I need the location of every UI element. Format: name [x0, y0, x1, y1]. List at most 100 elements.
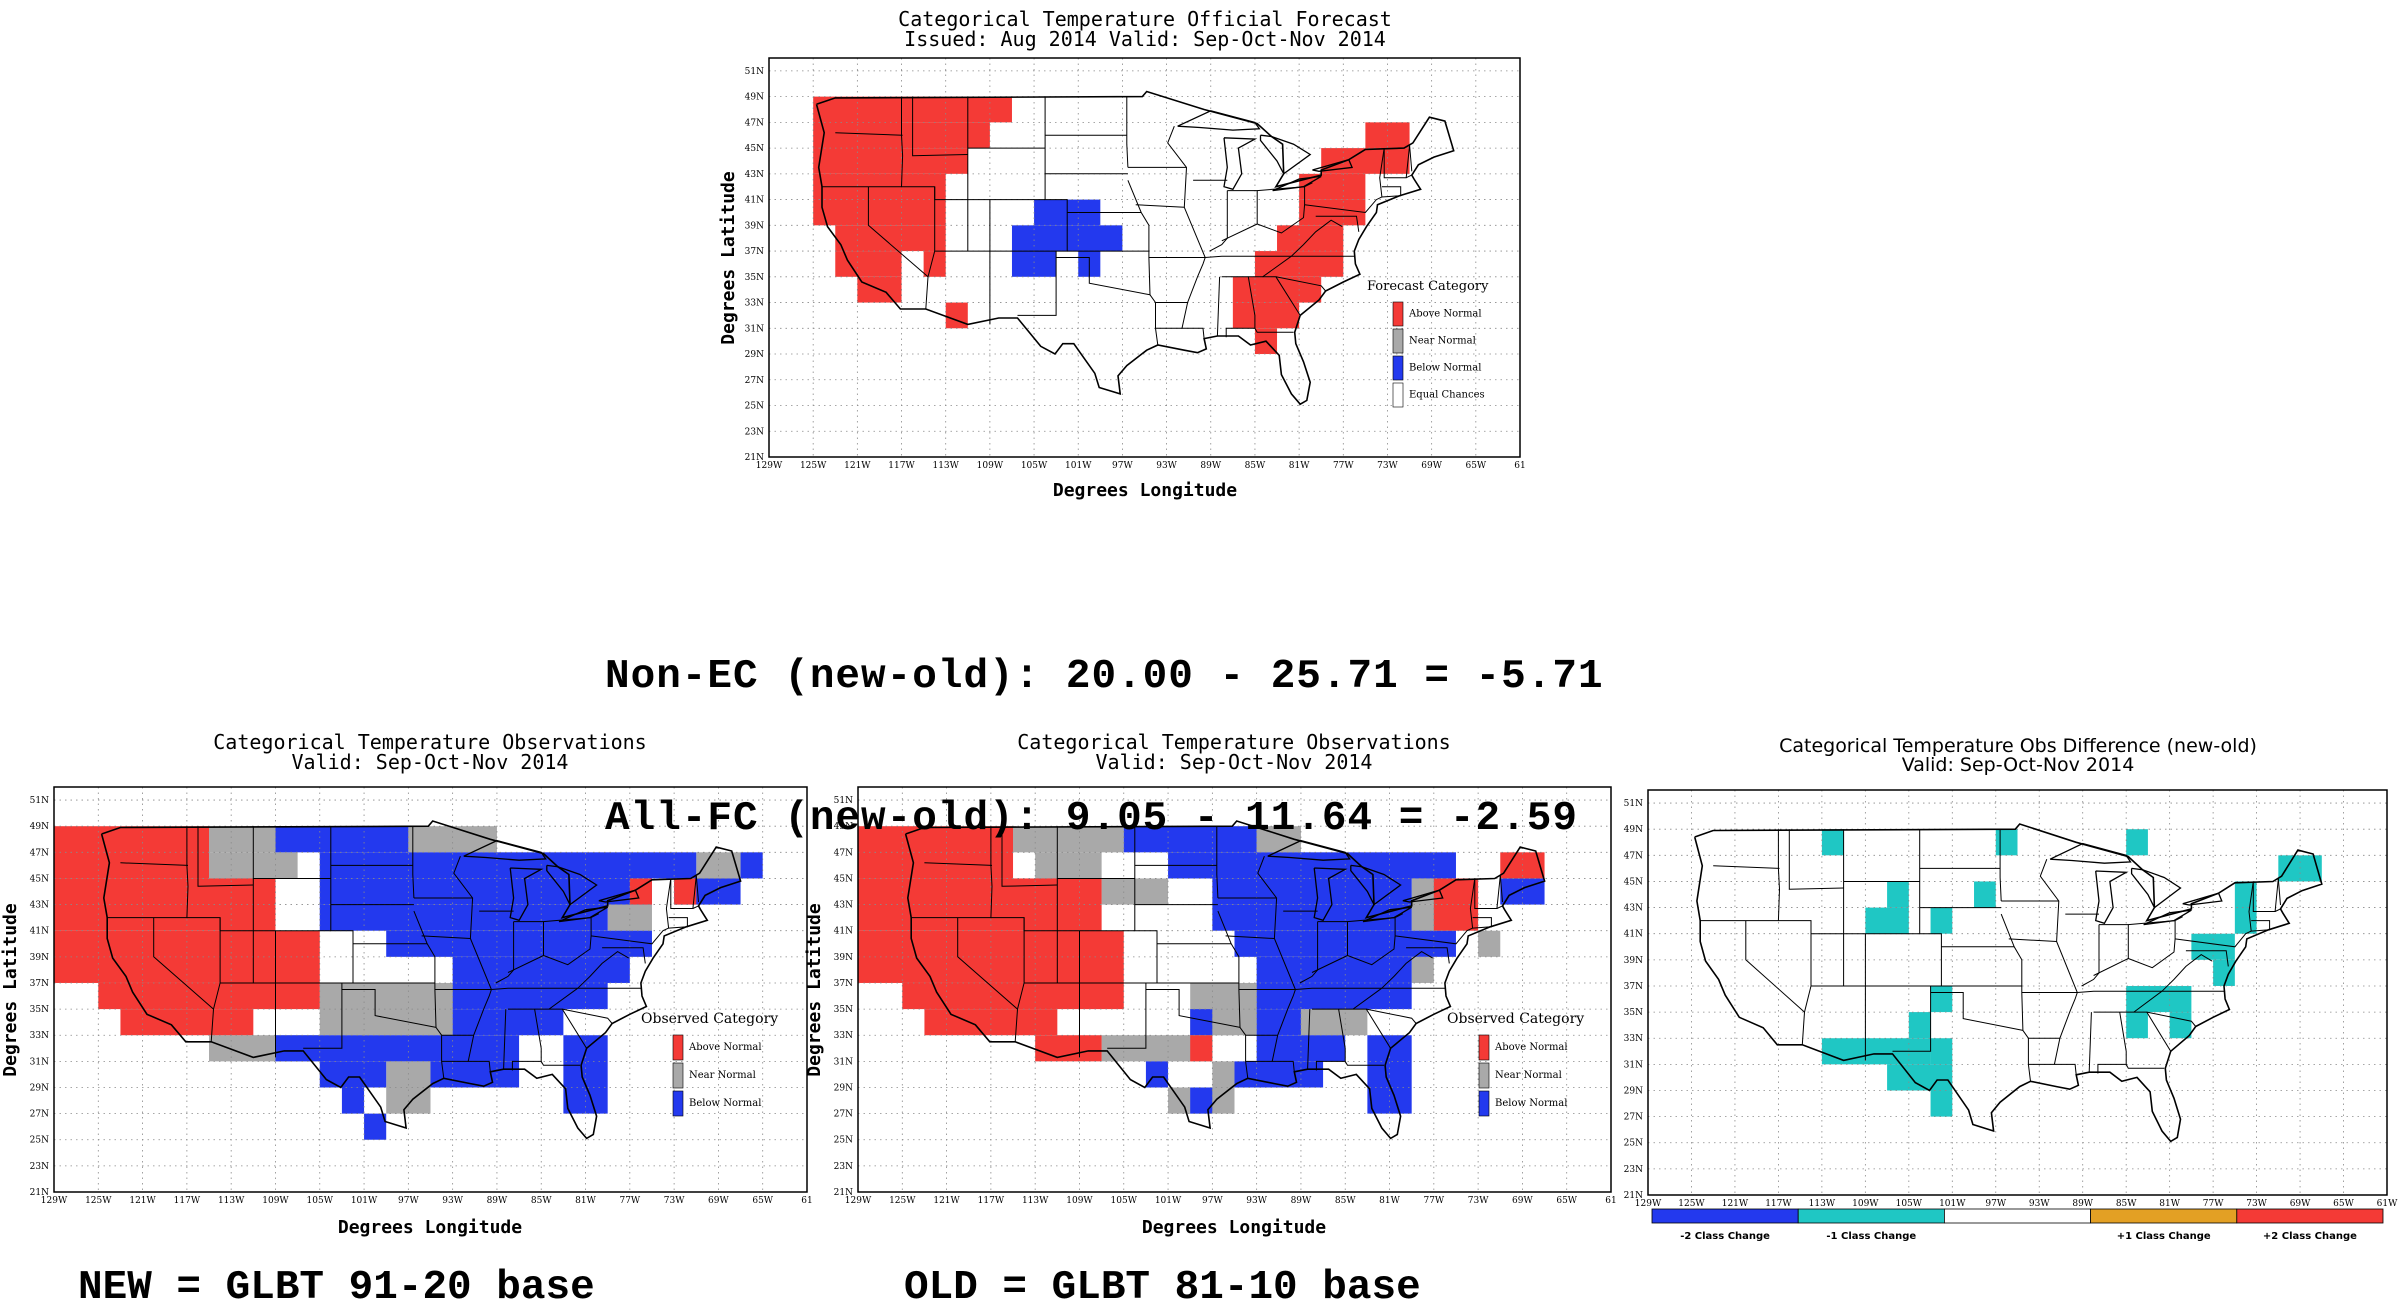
state-border [1405, 174, 1413, 179]
colorbar: -2 Class Change -1 Class Change +1 Class C… [1651, 1208, 2384, 1242]
state-border [1079, 930, 1146, 984]
lat-tick-label: 33N [834, 1031, 853, 1041]
state-border [2093, 924, 2129, 976]
legend: Observed Category Above Normal Near Norma… [1447, 1011, 1584, 1117]
state-border [1474, 875, 1501, 909]
lon-tick-label: 89W [2072, 1199, 2093, 1209]
obs-new-subtitle: Valid: Sep-Oct-Nov 2014 [292, 750, 569, 774]
lon-tick-label: 77W [1333, 461, 1354, 471]
state-border [867, 186, 929, 278]
lon-tick-label: 73W [2246, 1199, 2267, 1209]
grid-cell [209, 826, 276, 853]
grid-cell [1865, 907, 1909, 934]
lon-tick-label: 101W [351, 1196, 378, 1206]
state-border [2000, 913, 2031, 1082]
grid-cell [1013, 826, 1124, 853]
legend-label: Near Normal [1409, 336, 1476, 347]
lon-tick-label: 105W [307, 1196, 334, 1206]
lat-tick-label: 35N [30, 1005, 49, 1015]
lon-tick-label: 85W [2116, 1199, 2137, 1209]
lon-tick-label: 97W [1985, 1199, 2006, 1209]
grid-cell [1212, 982, 1257, 1036]
lat-tick-label: 27N [30, 1110, 49, 1120]
us-outline [100, 820, 742, 1140]
lon-tick-label: 61 [1605, 1196, 1616, 1206]
lon-tick-label: 105W [1021, 461, 1048, 471]
lat-tick-label: 21N [30, 1188, 49, 1198]
lon-tick-label: 113W [218, 1196, 245, 1206]
great-lake [2182, 892, 2223, 906]
lon-tick-label: 85W [1335, 1196, 1356, 1206]
lon-tick-label: 105W [1111, 1196, 1138, 1206]
lat-tick-label: 21N [1624, 1191, 1643, 1201]
grid-cell [1821, 829, 1844, 856]
lon-tick-label: 113W [1809, 1199, 1836, 1209]
legend-swatch [1478, 1090, 1490, 1117]
lat-tick-label: 43N [30, 901, 49, 911]
lat-tick-label: 41N [30, 927, 49, 937]
grid-cell [1908, 1012, 1931, 1039]
grid-cell [1478, 930, 1501, 957]
lon-tick-label: 109W [1066, 1196, 1093, 1206]
lat-tick-label: 31N [745, 324, 764, 334]
state-border [912, 96, 968, 157]
difference-panel: Categorical Temperature Obs Difference (… [1624, 735, 2398, 1242]
legend-label: Below Normal [1495, 1098, 1567, 1109]
state-border [186, 826, 254, 932]
stats-block: Non-EC (new-old): 20.00 - 25.71 = -5.71 … [605, 562, 1604, 888]
lat-tick-label: 23N [745, 427, 764, 437]
lon-tick-label: 101W [1065, 461, 1092, 471]
state-border [1496, 905, 1503, 909]
state-border [1275, 276, 1326, 292]
lon-tick-label: 89W [1200, 461, 1221, 471]
lon-tick-label: 65W [2333, 1199, 2354, 1209]
grid-cell [835, 225, 946, 252]
lon-tick-label: 73W [664, 1196, 685, 1206]
legend-swatch [1392, 382, 1404, 408]
lon-tick-label: 121W [933, 1196, 960, 1206]
grid-cell [452, 1009, 564, 1036]
grid-cell [835, 251, 902, 277]
great-lake [2143, 909, 2192, 926]
y-axis-label: Degrees Latitude [804, 903, 825, 1077]
lat-tick-label: 49N [834, 822, 853, 832]
state-border [1291, 219, 1343, 257]
legend-label: Near Normal [1495, 1070, 1562, 1081]
state-border [695, 875, 699, 903]
state-border [107, 826, 189, 919]
legend-title: Observed Category [1447, 1011, 1584, 1027]
lon-tick-label: 109W [977, 461, 1004, 471]
state-border [1238, 987, 1446, 990]
lon-tick-label: 89W [1291, 1196, 1312, 1206]
great-lake [558, 906, 609, 923]
lat-tick-label: 25N [745, 402, 764, 412]
lon-tick-label: 61W [2377, 1199, 2398, 1209]
forecast-title: Categorical Temperature Official Forecas… [898, 7, 1392, 31]
great-lake [1312, 158, 1354, 172]
country-border [815, 90, 1455, 406]
state-border [1383, 145, 1411, 179]
lat-tick-label: 37N [1624, 982, 1643, 992]
forecast-panel: Categorical Temperature Official Forecas… [718, 7, 1526, 501]
legend-label: Above Normal [1494, 1042, 1568, 1053]
lat-tick-label: 51N [30, 796, 49, 806]
great-lake [1259, 134, 1312, 175]
state-border [2088, 1012, 2092, 1073]
state-border [1864, 933, 1931, 987]
great-lake [1362, 906, 1413, 923]
state-border [1135, 204, 1185, 208]
colorbar-segment [1944, 1208, 2092, 1224]
lon-tick-label: 113W [932, 461, 959, 471]
legend-swatch [672, 1062, 684, 1089]
state-border [2185, 950, 2229, 967]
lon-tick-label: 125W [800, 461, 827, 471]
state-border [2251, 920, 2271, 932]
state-border [901, 96, 969, 201]
legend-swatch [1392, 301, 1404, 327]
grid-cell [923, 251, 946, 277]
lon-tick-label: 89W [487, 1196, 508, 1206]
state-border [1127, 180, 1159, 346]
state-border [1014, 917, 1025, 1042]
grid-cell [319, 904, 608, 931]
